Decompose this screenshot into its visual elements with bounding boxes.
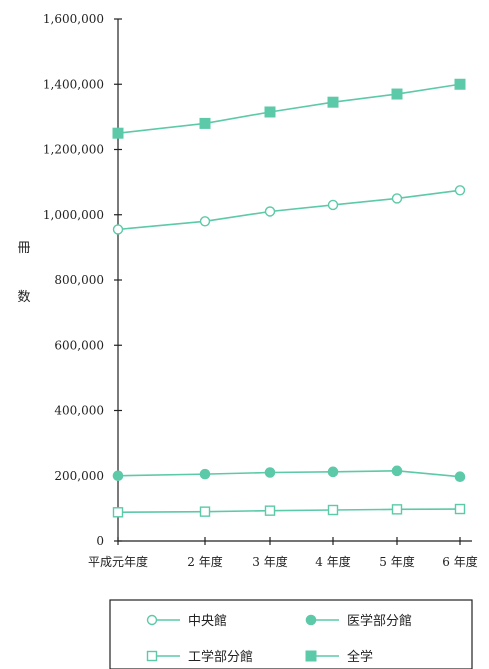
data-point bbox=[454, 185, 466, 196]
data-point bbox=[327, 199, 339, 211]
x-tick-label: 平成元年度 bbox=[88, 554, 148, 569]
y-tick-label: 600,000 bbox=[54, 338, 104, 352]
legend-marker bbox=[146, 614, 158, 626]
data-point bbox=[112, 470, 124, 482]
data-point bbox=[199, 468, 211, 480]
data-point bbox=[264, 505, 276, 516]
data-point bbox=[264, 467, 276, 478]
data-point bbox=[327, 504, 339, 516]
legend-marker bbox=[305, 650, 317, 662]
legend-label: 工学部分館 bbox=[188, 649, 253, 665]
y-tick-label: 1,000,000 bbox=[43, 208, 104, 222]
data-point bbox=[264, 106, 276, 118]
data-point bbox=[454, 503, 466, 515]
series-line-2 bbox=[117, 470, 461, 478]
y-tick-label: 1,200,000 bbox=[43, 143, 104, 157]
data-point bbox=[112, 507, 124, 518]
data-point bbox=[391, 465, 403, 477]
x-tick-label: 6 年度 bbox=[442, 554, 477, 569]
data-point bbox=[391, 504, 403, 515]
y-tick-label: 1,400,000 bbox=[43, 77, 104, 91]
legend-label: 医学部分館 bbox=[347, 613, 412, 629]
axes: 0 200,000 400,000 600,000 800,000 1,000,000 1,… bbox=[17, 12, 477, 569]
data-point bbox=[199, 216, 211, 227]
y-axis-label: 数 bbox=[17, 290, 30, 305]
x-tick-label: 2 年度 bbox=[187, 554, 222, 569]
data-point bbox=[264, 206, 276, 217]
data-point bbox=[327, 96, 339, 108]
data-point bbox=[199, 506, 211, 517]
y-axis-label: 冊 bbox=[17, 241, 30, 256]
x-tick-label: 4 年度 bbox=[315, 554, 350, 569]
data-point bbox=[391, 193, 403, 204]
y-tick-label: 1,600,000 bbox=[43, 12, 104, 26]
data-point bbox=[112, 127, 124, 139]
data-point bbox=[454, 471, 466, 483]
data-point bbox=[327, 466, 339, 478]
y-tick-label: 200,000 bbox=[54, 469, 104, 483]
series-line-0 bbox=[117, 83, 461, 134]
legend-marker bbox=[305, 614, 317, 626]
y-tick-label: 400,000 bbox=[54, 404, 104, 418]
legend-box bbox=[109, 599, 473, 669]
x-tick-label: 3 年度 bbox=[252, 554, 287, 569]
data-point bbox=[199, 117, 211, 129]
legend-marker bbox=[146, 650, 158, 662]
data-point bbox=[112, 224, 124, 235]
y-tick-label: 800,000 bbox=[54, 273, 104, 287]
series-line-1 bbox=[117, 189, 461, 231]
data-point bbox=[454, 78, 466, 90]
legend-label: 中央館 bbox=[188, 614, 227, 629]
x-tick-label: 5 年度 bbox=[379, 554, 414, 569]
legend-label: 全学 bbox=[347, 649, 373, 665]
y-tick-label: 0 bbox=[96, 534, 104, 548]
series-layer bbox=[112, 78, 466, 518]
series-line-3 bbox=[117, 508, 461, 514]
data-point bbox=[391, 88, 403, 100]
